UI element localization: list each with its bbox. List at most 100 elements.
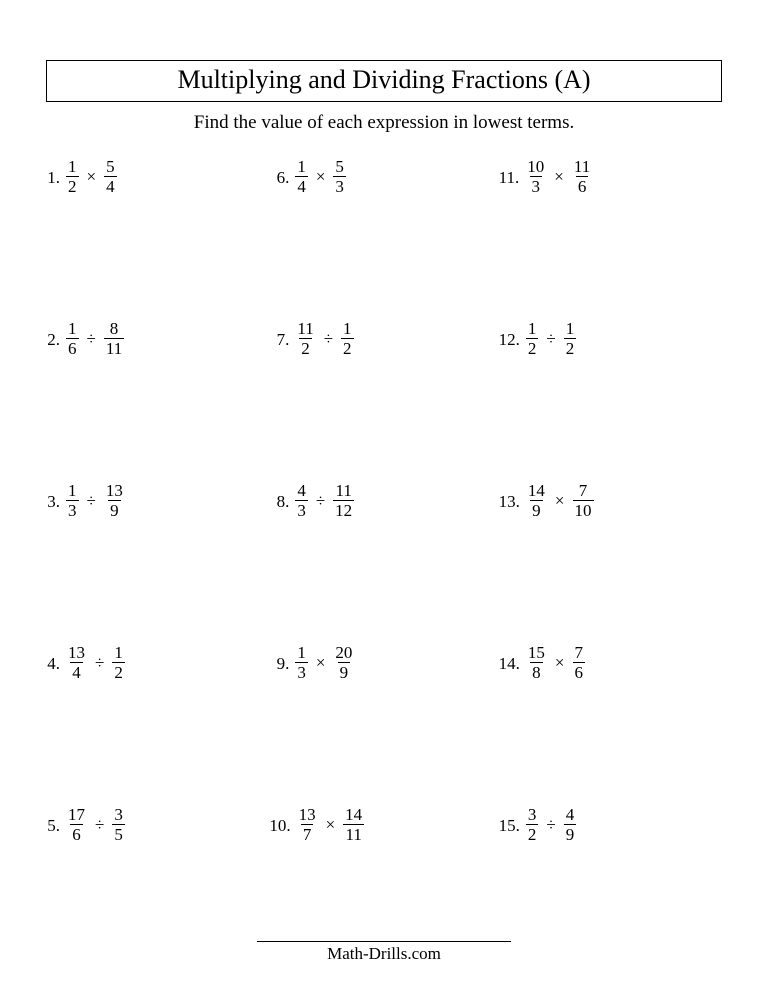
fraction: 16 (66, 320, 79, 357)
footer-wrap: Math-Drills.com (0, 941, 768, 964)
fraction: 112 (295, 320, 315, 357)
fraction: 12 (526, 320, 539, 357)
numerator: 5 (104, 158, 117, 176)
problem: 2.16 ÷ 811 (40, 316, 269, 478)
fraction: 32 (526, 806, 539, 843)
fraction: 158 (526, 644, 547, 681)
fraction: 43 (295, 482, 308, 519)
denominator: 9 (108, 500, 121, 519)
divide-operator: ÷ (322, 329, 335, 349)
denominator: 2 (112, 662, 125, 681)
problem: 15.32÷49 (499, 802, 728, 964)
denominator: 7 (301, 824, 314, 843)
fraction: 811 (104, 320, 124, 357)
expression: 32÷49 (526, 806, 576, 843)
fraction: 76 (573, 644, 586, 681)
numerator: 14 (343, 806, 364, 824)
problem-number: 11. (499, 158, 526, 188)
fraction: 103 (525, 158, 546, 195)
fraction: 116 (572, 158, 592, 195)
problem: 3.13÷139 (40, 478, 269, 640)
numerator: 14 (526, 482, 547, 500)
numerator: 10 (525, 158, 546, 176)
numerator: 4 (295, 482, 308, 500)
denominator: 11 (343, 824, 363, 843)
denominator: 6 (66, 338, 79, 357)
denominator: 2 (341, 338, 354, 357)
problem-number: 13. (499, 482, 526, 512)
denominator: 9 (530, 500, 543, 519)
problem-number: 14. (499, 644, 526, 674)
numerator: 13 (297, 806, 318, 824)
worksheet-title: Multiplying and Dividing Fractions (A) (46, 60, 722, 102)
denominator: 4 (104, 176, 117, 195)
fraction: 13 (66, 482, 79, 519)
problem: 1.12 × 54 (40, 154, 269, 316)
problem-number: 1. (40, 158, 66, 188)
denominator: 6 (573, 662, 586, 681)
fraction: 12 (66, 158, 79, 195)
numerator: 7 (573, 644, 586, 662)
multiply-operator: × (553, 491, 567, 511)
divide-operator: ÷ (85, 329, 98, 349)
numerator: 5 (333, 158, 346, 176)
denominator: 3 (66, 500, 79, 519)
fraction: 12 (564, 320, 577, 357)
denominator: 9 (564, 824, 577, 843)
multiply-operator: × (85, 167, 99, 187)
fraction: 176 (66, 806, 87, 843)
divide-operator: ÷ (544, 815, 557, 835)
expression: 12÷12 (526, 320, 576, 357)
problem: 10.137×1411 (269, 802, 498, 964)
fraction: 35 (112, 806, 125, 843)
fraction: 53 (333, 158, 346, 195)
numerator: 13 (104, 482, 125, 500)
expression: 43÷1112 (295, 482, 354, 519)
divide-operator: ÷ (544, 329, 557, 349)
fraction: 13 (295, 644, 308, 681)
fraction: 12 (341, 320, 354, 357)
expression: 103 × 116 (525, 158, 592, 195)
expression: 16 ÷ 811 (66, 320, 124, 357)
problem-number: 3. (40, 482, 66, 512)
problem-number: 9. (269, 644, 295, 674)
denominator: 6 (70, 824, 83, 843)
expression: 13÷139 (66, 482, 125, 519)
problem-number: 5. (40, 806, 66, 836)
denominator: 2 (564, 338, 577, 357)
problem-number: 7. (269, 320, 295, 350)
problem-number: 12. (499, 320, 526, 350)
denominator: 11 (104, 338, 124, 357)
multiply-operator: × (314, 653, 328, 673)
denominator: 2 (526, 824, 539, 843)
problem-number: 6. (269, 158, 295, 188)
multiply-operator: × (552, 167, 566, 187)
problem: 14.158×76 (499, 640, 728, 802)
numerator: 15 (526, 644, 547, 662)
numerator: 1 (526, 320, 539, 338)
denominator: 4 (295, 176, 308, 195)
numerator: 11 (572, 158, 592, 176)
denominator: 12 (333, 500, 354, 519)
numerator: 7 (577, 482, 590, 500)
numerator: 11 (295, 320, 315, 338)
numerator: 1 (564, 320, 577, 338)
fraction: 1112 (333, 482, 354, 519)
fraction: 139 (104, 482, 125, 519)
numerator: 1 (66, 320, 79, 338)
divide-operator: ÷ (93, 815, 106, 835)
numerator: 20 (333, 644, 354, 662)
problem-grid: 1.12×542.16÷8113.13÷1394.134÷125.176÷356… (40, 154, 728, 964)
problem-number: 2. (40, 320, 66, 350)
numerator: 3 (526, 806, 539, 824)
problem: 11.103 × 116 (499, 154, 728, 316)
denominator: 4 (70, 662, 83, 681)
problem: 5.176 ÷ 35 (40, 802, 269, 964)
expression: 176 ÷ 35 (66, 806, 125, 843)
denominator: 3 (530, 176, 543, 195)
denominator: 9 (338, 662, 351, 681)
footer-attribution: Math-Drills.com (257, 941, 511, 964)
denominator: 6 (576, 176, 589, 195)
numerator: 1 (112, 644, 125, 662)
problem-number: 15. (499, 806, 526, 836)
